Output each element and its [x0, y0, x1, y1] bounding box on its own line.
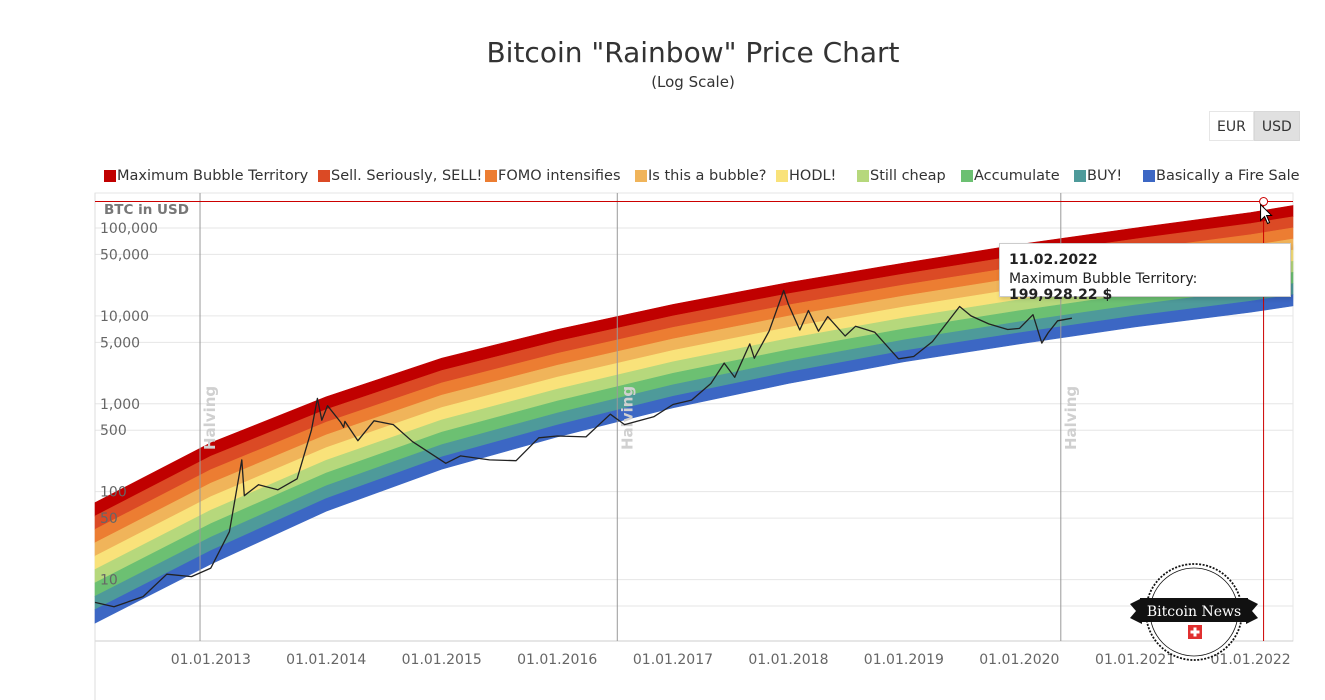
legend-swatch — [857, 170, 869, 182]
bitcoin-news-logo[interactable]: Bitcoin News — [1128, 562, 1260, 666]
y-tick-label: 100 — [100, 485, 127, 501]
legend-label: Still cheap — [870, 168, 946, 184]
x-tick-label: 01.01.2018 — [748, 652, 828, 668]
rainbow-bands — [94, 205, 1294, 624]
y-tick-label: 10 — [100, 573, 118, 589]
x-tick-label: 01.01.2022 — [1211, 652, 1291, 668]
legend-label: Is this a bubble? — [648, 168, 767, 184]
y-tick-label: 50 — [100, 511, 118, 527]
logo-text: Bitcoin News — [1147, 604, 1241, 620]
legend-item-maximum-bubble[interactable]: Maximum Bubble Territory — [104, 168, 308, 184]
legend-item-hodl[interactable]: HODL! — [776, 168, 836, 184]
y-tick-label: 5,000 — [100, 335, 140, 351]
swiss-cross-h — [1190, 630, 1200, 634]
legend-item-accumulate[interactable]: Accumulate — [961, 168, 1060, 184]
cursor-icon — [1260, 203, 1273, 225]
legend-label: Basically a Fire Sale — [1156, 168, 1300, 184]
x-tick-label: 01.01.2020 — [979, 652, 1059, 668]
y-tick-label: 100,000 — [100, 221, 158, 237]
legend-item-bubble[interactable]: Is this a bubble? — [635, 168, 766, 184]
x-tick-label: 01.01.2015 — [402, 652, 482, 668]
halving-label: Halving — [618, 386, 636, 450]
tooltip-value: 199,928.22 $ — [1009, 287, 1113, 303]
logo-ribbon-right — [1246, 598, 1258, 624]
y-tick-label: 500 — [100, 423, 127, 439]
legend-label: BUY! — [1087, 168, 1123, 184]
logo-ribbon — [1140, 598, 1248, 622]
tooltip-date: 11.02.2022 — [1009, 252, 1098, 268]
chart-title: Bitcoin "Rainbow" Price Chart — [486, 36, 900, 69]
legend-swatch — [104, 170, 116, 182]
x-tick-label: 01.01.2016 — [517, 652, 597, 668]
legend-swatch — [1074, 170, 1086, 182]
y-axis-title: BTC in USD — [104, 202, 189, 218]
legend-label: Maximum Bubble Territory — [117, 168, 309, 184]
x-tick-label: 01.01.2019 — [864, 652, 944, 668]
tooltip-series: Maximum Bubble Territory: — [1009, 271, 1198, 287]
legend-item-still-cheap[interactable]: Still cheap — [857, 168, 946, 184]
y-tick-label: 1,000 — [100, 397, 140, 413]
crosshair-marker — [1259, 197, 1269, 207]
legend-label: Sell. Seriously, SELL! — [331, 168, 483, 184]
legend-item-sell[interactable]: Sell. Seriously, SELL! — [318, 168, 482, 184]
band-basically-a-fire-sale — [94, 294, 1294, 624]
legend-item-fomo[interactable]: FOMO intensifies — [485, 168, 621, 184]
y-tick-label: 50,000 — [100, 247, 149, 263]
legend-swatch — [318, 170, 330, 182]
legend-swatch — [1143, 170, 1155, 182]
halving-markers: Halving Halving Halving — [199, 193, 1080, 641]
eur-button[interactable]: EUR — [1209, 111, 1254, 141]
legend-swatch — [776, 170, 788, 182]
currency-toggle: EUR USD — [1209, 111, 1300, 141]
y-tick-label: 10,000 — [100, 309, 149, 325]
legend-item-fire-sale[interactable]: Basically a Fire Sale — [1143, 168, 1300, 184]
legend-swatch — [485, 170, 497, 182]
halving-label: Halving — [201, 386, 219, 450]
legend-label: FOMO intensifies — [498, 168, 621, 184]
x-tick-label: 01.01.2021 — [1095, 652, 1175, 668]
chart-subtitle: (Log Scale) — [651, 73, 735, 91]
y-axis-ticks: 100,000 50,000 10,000 5,000 1,000 500 100 50 10 — [100, 221, 158, 589]
btc-price-line — [94, 289, 1073, 608]
legend-swatch — [635, 170, 647, 182]
x-tick-label: 01.01.2014 — [286, 652, 366, 668]
tooltip: 11.02.2022 Maximum Bubble Territory: 199… — [999, 243, 1291, 303]
legend-item-buy[interactable]: BUY! — [1074, 168, 1122, 184]
price-line — [94, 289, 1073, 608]
halving-label: Halving — [1062, 386, 1080, 450]
legend-swatch — [961, 170, 973, 182]
logo-ribbon-left — [1130, 598, 1142, 624]
x-tick-label: 01.01.2017 — [633, 652, 713, 668]
legend-label: Accumulate — [974, 168, 1060, 184]
x-tick-label: 01.01.2013 — [171, 652, 251, 668]
tooltip-line: Maximum Bubble Territory: 199,928.22 $ — [1009, 271, 1290, 303]
x-axis-ticks: 01.01.2013 01.01.2014 01.01.2015 01.01.2016… — [171, 652, 1291, 668]
usd-button[interactable]: USD — [1253, 111, 1300, 141]
legend-label: HODL! — [789, 168, 837, 184]
